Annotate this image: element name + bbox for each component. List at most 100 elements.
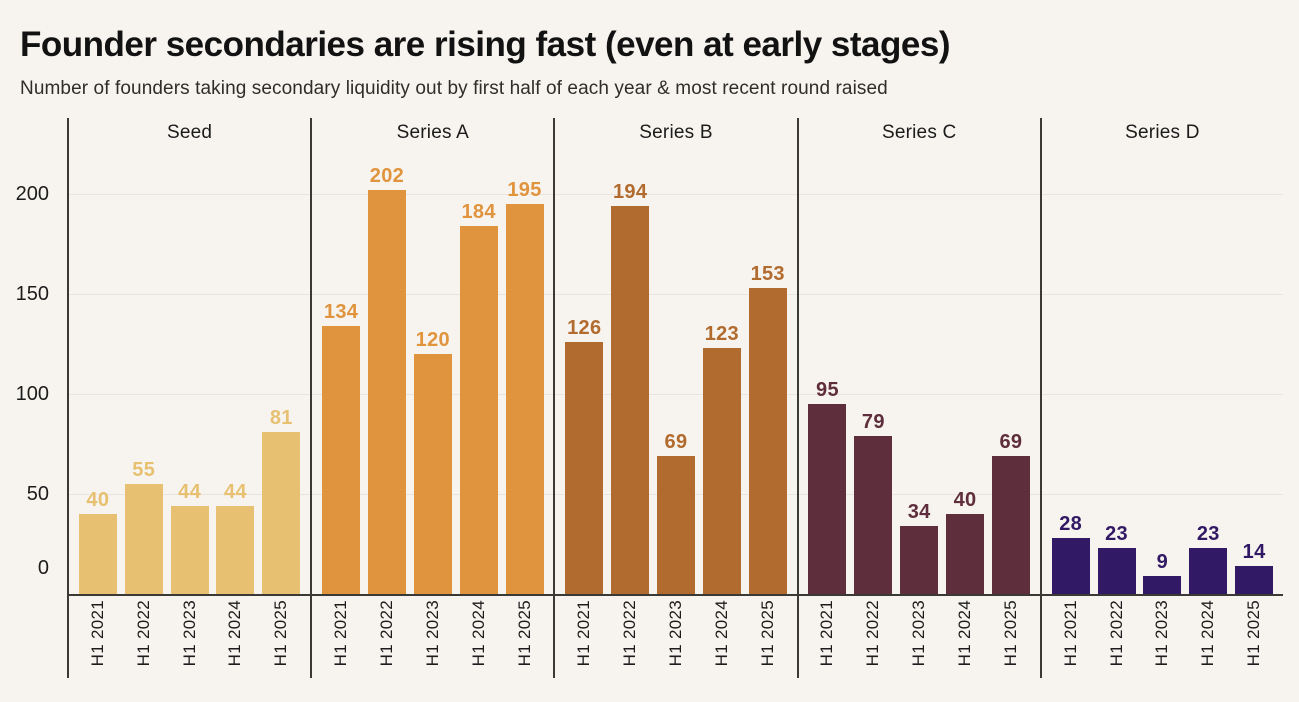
bar-cell: 120 H1 2023: [413, 118, 452, 678]
x-tick-label-text: H1 2021: [817, 599, 837, 666]
page-subtitle: Number of founders taking secondary liqu…: [20, 77, 888, 99]
x-tick-label: H1 2021: [322, 594, 360, 678]
x-tick-label: H1 2023: [657, 594, 695, 678]
bar-value-label: 55: [132, 458, 156, 481]
x-tick-label: H1 2023: [171, 594, 209, 678]
bar: [565, 341, 604, 594]
group-column-series-d: Series D 28 H1 2021 23 H1 2022 9 H1 2023 23 H1 2…: [1039, 117, 1283, 678]
bar: [656, 455, 695, 594]
bar-value-label: 195: [507, 178, 542, 201]
x-tick-label-text: H1 2022: [133, 599, 153, 666]
group-bars: 134 H1 2021 202 H1 2022 120 H1 2023 184 H1 2024…: [314, 118, 551, 678]
bar-value-label: 202: [369, 164, 405, 187]
x-tick-label: H1 2024: [216, 594, 254, 678]
bar: [991, 455, 1030, 594]
bar: [78, 513, 117, 594]
x-tick-label-text: H1 2024: [225, 599, 245, 666]
group-column-seed: Seed 40 H1 2021 55 H1 2022 44 H1 2023 44 H1 2024…: [67, 117, 310, 678]
bar: [702, 347, 741, 594]
bar-cell: 34 H1 2023: [900, 118, 939, 678]
x-tick-label: H1 2023: [414, 594, 452, 678]
bar-cell: 153 H1 2025: [748, 118, 787, 678]
bar: [1143, 575, 1182, 594]
bar-value-label: 120: [415, 328, 450, 351]
x-tick-label: H1 2025: [1235, 594, 1273, 678]
x-axis-line: [67, 593, 1283, 596]
bar-cell: 23 H1 2024: [1189, 118, 1228, 678]
x-tick-label: H1 2022: [854, 594, 892, 678]
group-label: Series A: [396, 121, 469, 143]
gridline: [67, 393, 1283, 395]
y-tick-label: 200: [15, 182, 49, 205]
y-tick-label: 0: [37, 556, 49, 579]
group-column-series-c: Series C 95 H1 2021 79 H1 2022 34 H1 2023 40 H1 …: [796, 117, 1040, 678]
bar-cell: 184 H1 2024: [459, 118, 498, 678]
y-tick-label: 100: [15, 382, 49, 405]
x-tick-label: H1 2025: [262, 594, 300, 678]
x-tick-label-text: H1 2021: [574, 599, 594, 666]
bar: [946, 513, 985, 594]
x-tick-label: H1 2021: [565, 594, 603, 678]
bar-value-label: 153: [750, 262, 785, 285]
x-tick-label-text: H1 2024: [711, 599, 731, 666]
bar-cell: 195 H1 2025: [505, 118, 544, 678]
bar: [367, 189, 406, 594]
page-title: Founder secondaries are rising fast (eve…: [20, 25, 950, 64]
bar-cell: 28 H1 2021: [1051, 118, 1090, 678]
bar: [1051, 537, 1090, 594]
bar-value-label: 123: [704, 322, 739, 345]
y-tick-label: 50: [26, 482, 49, 505]
bar-cell: 23 H1 2022: [1097, 118, 1136, 678]
x-tick-label: H1 2025: [506, 594, 544, 678]
group-bars: 95 H1 2021 79 H1 2022 34 H1 2023 40 H1 2024 69 H1…: [801, 118, 1038, 678]
x-tick-label-text: H1 2022: [620, 599, 640, 666]
x-tick-label-text: H1 2023: [179, 599, 199, 666]
bar-cell: 40 H1 2024: [946, 118, 985, 678]
bar-value-label: 81: [269, 406, 293, 429]
bar-value-label: 134: [323, 300, 359, 323]
bar-cell: 9 H1 2023: [1143, 118, 1182, 678]
bar-cell: 126 H1 2021: [565, 118, 604, 678]
group-label: Seed: [167, 121, 213, 143]
x-tick-label: H1 2022: [611, 594, 649, 678]
bar-cell: 69 H1 2025: [991, 118, 1030, 678]
x-tick-label-text: H1 2025: [271, 599, 291, 666]
x-tick-label: H1 2024: [1189, 594, 1227, 678]
x-tick-label-text: H1 2022: [1106, 599, 1126, 666]
bar-cell: 44 H1 2024: [216, 118, 255, 678]
bar: [216, 505, 255, 594]
bar: [413, 353, 452, 594]
bar-value-label: 95: [816, 378, 839, 401]
bar: [808, 403, 847, 594]
bar-value-label: 40: [953, 488, 977, 511]
bar-chart: 0 50 100 150 200 Seed 40 H1 2021 55 H1 2022 44 H1 …: [0, 117, 1283, 678]
bar: [170, 505, 209, 594]
group-bars: 28 H1 2021 23 H1 2022 9 H1 2023 23 H1 2024 14 H1 …: [1044, 118, 1281, 678]
bar-value-label: 34: [907, 500, 931, 523]
x-tick-label: H1 2021: [79, 594, 117, 678]
bar-cell: 69 H1 2023: [656, 118, 695, 678]
gridline: [67, 293, 1283, 295]
y-axis: 0 50 100 150 200: [0, 118, 58, 678]
bar-cell: 79 H1 2022: [854, 118, 893, 678]
bar-value-label: 40: [86, 488, 110, 511]
group-label: Series D: [1125, 121, 1200, 143]
bar: [124, 483, 163, 594]
bar: [459, 225, 498, 594]
x-tick-label-text: H1 2025: [757, 599, 777, 666]
bar: [1235, 565, 1274, 594]
x-tick-label-text: H1 2024: [955, 599, 975, 666]
bar-value-label: 23: [1105, 522, 1128, 545]
group-label: Series C: [881, 121, 957, 143]
x-tick-label: H1 2022: [368, 594, 406, 678]
x-tick-label-text: H1 2024: [1198, 599, 1218, 666]
bar: [900, 525, 939, 594]
bar: [1097, 547, 1136, 594]
x-tick-label: H1 2023: [900, 594, 938, 678]
x-tick-label-text: H1 2022: [376, 599, 396, 666]
bar-cell: 44 H1 2023: [170, 118, 209, 678]
bar-cell: 40 H1 2021: [78, 118, 117, 678]
group-label: Series B: [639, 121, 713, 143]
x-tick-label-text: H1 2021: [1060, 599, 1080, 666]
x-tick-label: H1 2021: [1052, 594, 1090, 678]
